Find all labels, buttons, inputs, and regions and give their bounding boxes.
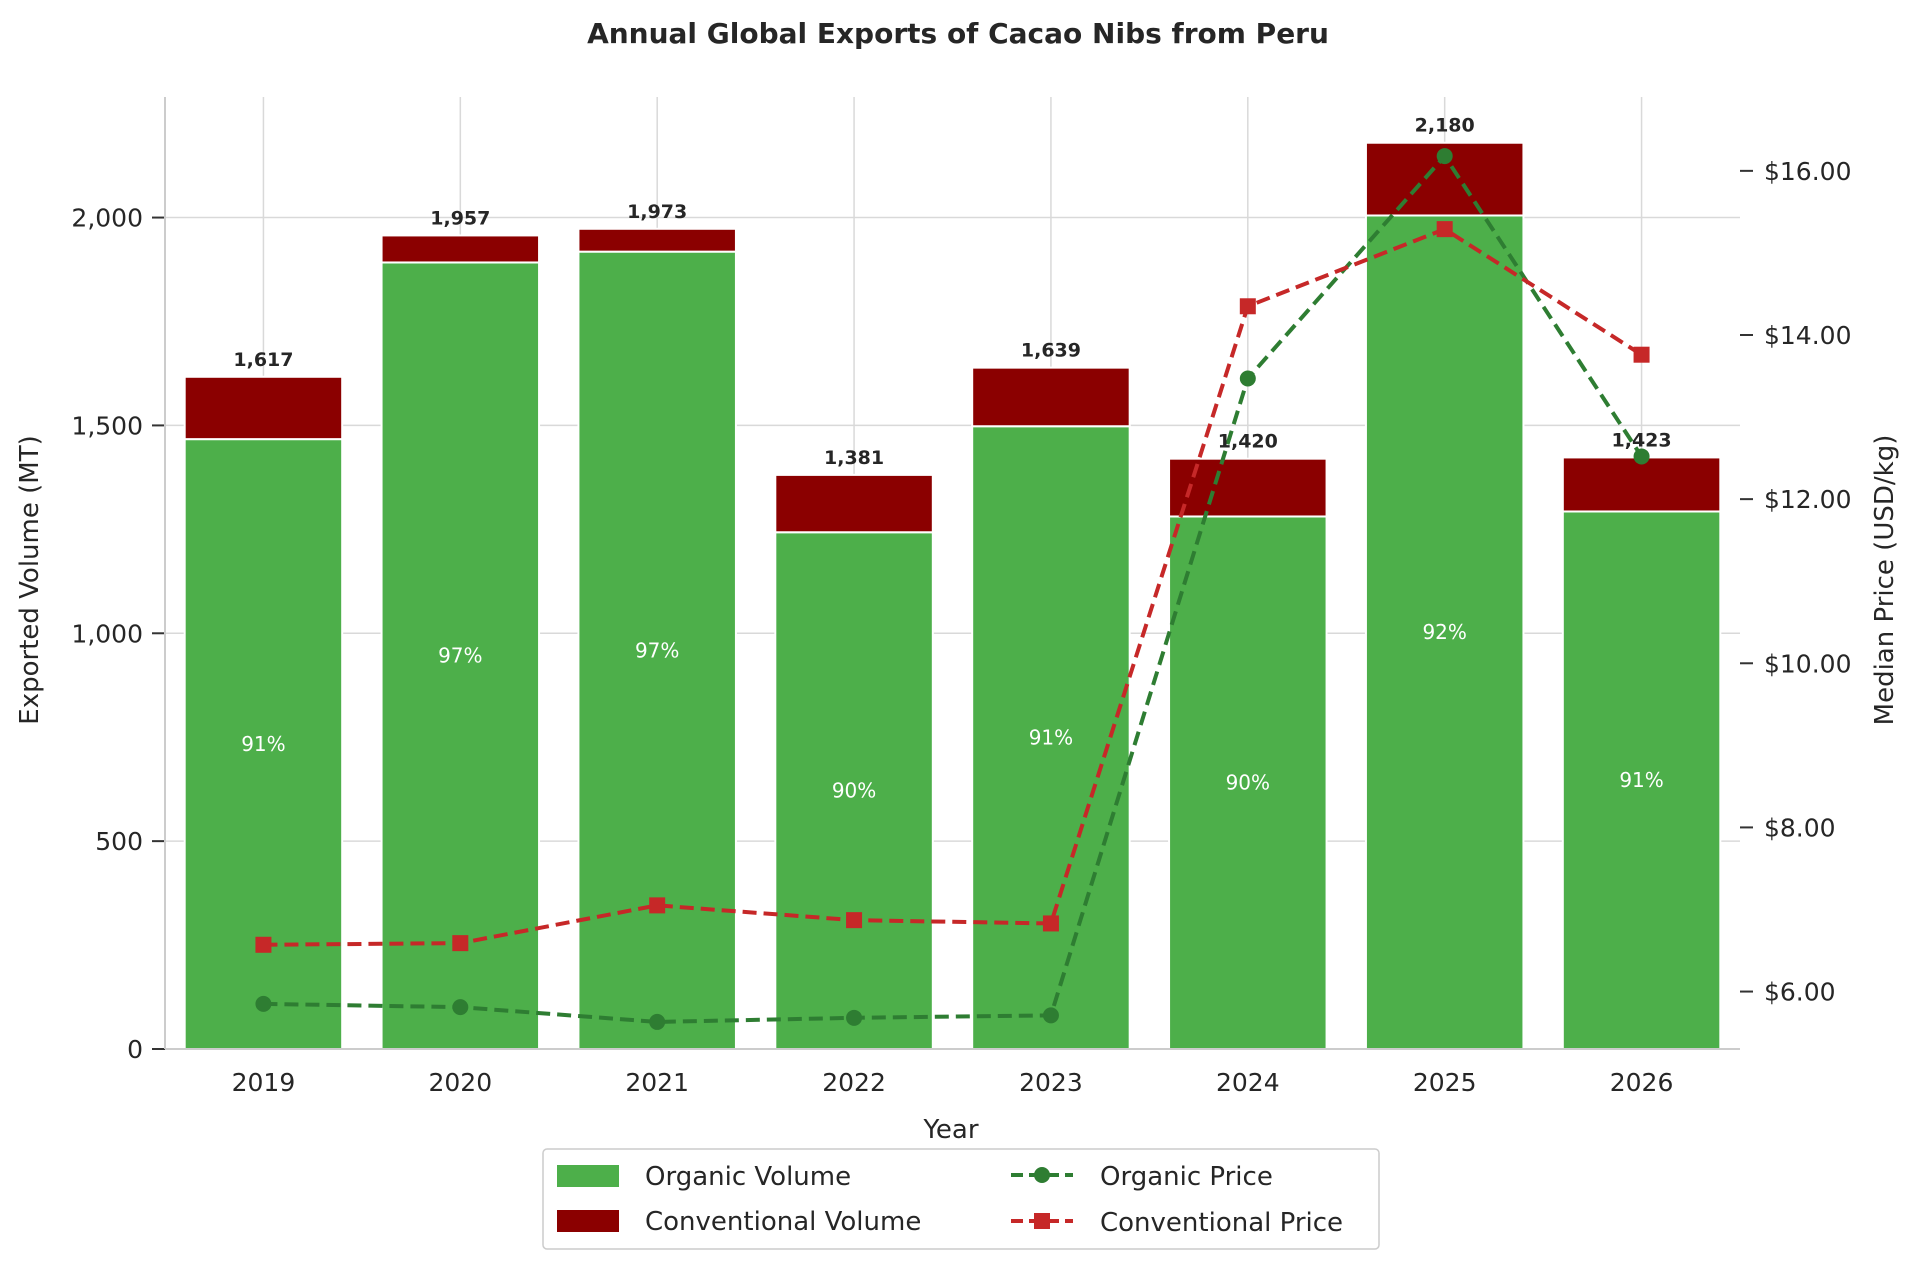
bar-conventional-volume (1168, 457, 1328, 518)
organic-share-label: 90% (832, 779, 876, 803)
legend-marker-organic-price (1034, 1167, 1050, 1183)
bar-conventional-volume (380, 234, 541, 264)
bar-conventional-volume (774, 473, 934, 534)
chart-title: Annual Global Exports of Cacao Nibs from… (587, 17, 1329, 50)
axis-layer: 0 500 1,000 1,500 2,000 $6.00 $8.00 $10.00 $12.0… (71, 97, 1851, 1097)
organic-price-point (1042, 1007, 1059, 1024)
bar-conventional-volume (1561, 456, 1722, 513)
bar-conventional-volume (183, 375, 344, 441)
conventional-price-point (1633, 346, 1650, 363)
x-tick-label: 2022 (822, 1068, 886, 1097)
total-label: 1,639 (1021, 340, 1081, 362)
label-layer: 1,617 91% 1,957 97% 1,973 97% 1,381 90% 1,639 91%… (233, 115, 1671, 803)
y2-tick-label: $14.00 (1764, 321, 1851, 350)
organic-price-point (1239, 370, 1256, 387)
organic-price-point (1633, 448, 1650, 465)
total-label: 2,180 (1415, 115, 1475, 137)
total-label: 1,957 (430, 207, 490, 229)
x-tick-label: 2020 (429, 1068, 493, 1097)
bar-organic-volume (971, 425, 1131, 1050)
y-tick-label: 2,000 (71, 204, 143, 233)
legend-label-conventional-price: Conventional Price (1100, 1208, 1343, 1238)
organic-price-point (846, 1009, 863, 1026)
y2-tick-label: $12.00 (1764, 485, 1851, 514)
x-tick-label: 2025 (1413, 1068, 1477, 1097)
organic-price-point (1436, 148, 1453, 165)
organic-price-line (263, 154, 1644, 1024)
conventional-price-point (649, 897, 666, 914)
conventional-price-point (1239, 298, 1256, 315)
legend-swatch-organic-volume (557, 1165, 619, 1187)
conventional-price-point (452, 935, 469, 952)
bar-organic-volume (380, 261, 541, 1050)
y2-axis-label: Median Price (USD/kg) (1870, 435, 1900, 726)
legend-swatch-conventional-volume (557, 1210, 619, 1232)
x-tick-label: 2023 (1019, 1068, 1083, 1097)
conventional-price-point (1042, 915, 1059, 932)
bar-conventional-volume (971, 366, 1131, 428)
organic-share-label: 91% (241, 732, 285, 756)
y-tick-label: 1,500 (71, 411, 143, 440)
total-label: 1,973 (627, 201, 687, 223)
y2-tick-label: $6.00 (1764, 978, 1836, 1007)
conventional-price-point (1436, 221, 1453, 238)
conventional-price-point (846, 912, 863, 929)
legend-label-conventional-volume: Conventional Volume (645, 1207, 921, 1237)
organic-share-label: 90% (1226, 771, 1270, 795)
total-label: 1,420 (1218, 431, 1278, 453)
total-label: 1,381 (824, 447, 884, 469)
legend-marker-conventional-price (1034, 1213, 1050, 1229)
total-label: 1,423 (1612, 429, 1672, 451)
x-tick-label: 2026 (1610, 1068, 1674, 1097)
bar-organic-volume (1561, 510, 1722, 1050)
organic-share-label: 91% (1029, 726, 1073, 750)
y-axis-label: Exported Volume (MT) (15, 435, 45, 724)
bar-layer (183, 141, 1722, 1051)
legend-label-organic-volume: Organic Volume (645, 1162, 851, 1192)
organic-share-label: 97% (635, 638, 679, 662)
organic-share-label: 91% (1619, 768, 1663, 792)
bar-organic-volume (1364, 214, 1525, 1050)
y-tick-label: 500 (95, 827, 143, 856)
y2-tick-label: $8.00 (1764, 813, 1836, 842)
legend-label-organic-price: Organic Price (1100, 1162, 1273, 1192)
organic-price-point (452, 999, 469, 1016)
organic-share-label: 97% (438, 644, 482, 668)
conventional-price-line (263, 227, 1643, 947)
line-layer (255, 148, 1650, 1030)
x-tick-label: 2019 (232, 1068, 296, 1097)
total-label: 1,617 (233, 349, 293, 371)
x-tick-label: 2021 (625, 1068, 689, 1097)
organic-price-point (255, 995, 272, 1012)
legend-frame (542, 1148, 1380, 1250)
bar-conventional-volume (577, 227, 737, 253)
y2-tick-label: $10.00 (1764, 649, 1851, 678)
conventional-price-point (255, 936, 272, 953)
y2-tick-label: $16.00 (1764, 157, 1851, 186)
legend: Organic Volume Conventional Volume Organ… (542, 1148, 1380, 1250)
y-tick-label: 1,000 (71, 619, 143, 648)
y-tick-label: 0 (127, 1035, 143, 1064)
organic-share-label: 92% (1422, 620, 1466, 644)
x-tick-label: 2024 (1216, 1068, 1280, 1097)
x-axis-label: Year (922, 1115, 978, 1145)
organic-price-point (649, 1013, 666, 1030)
